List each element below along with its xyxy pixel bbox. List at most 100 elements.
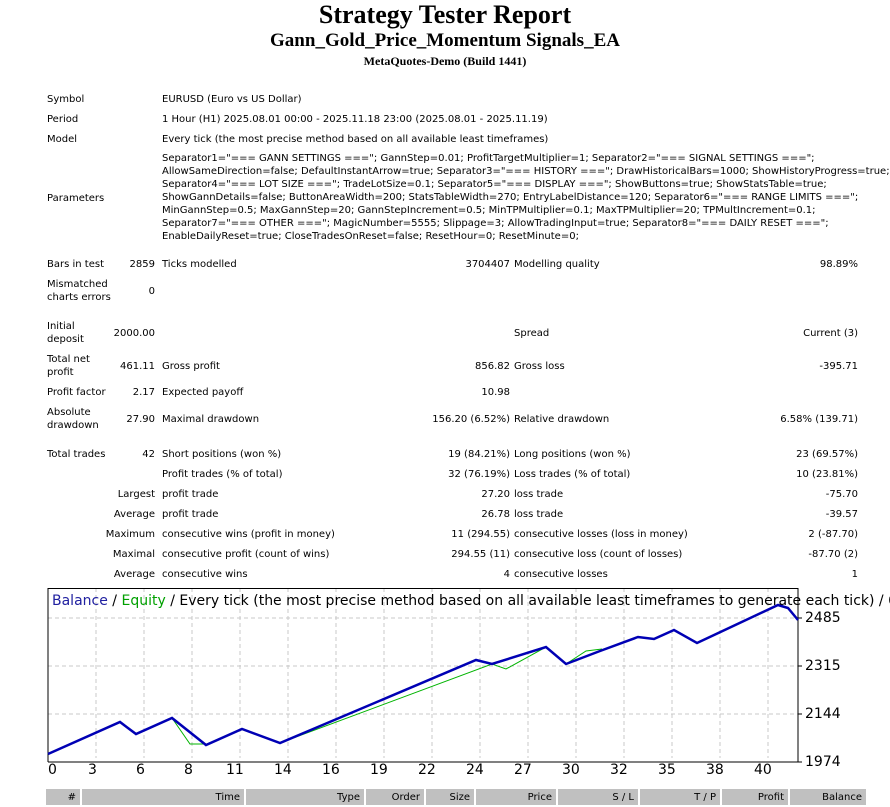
maximal-consecutive-profit-value: 294.55 (11): [451, 549, 510, 560]
average-loss-label: loss trade: [514, 509, 564, 520]
x-tick: 27: [514, 762, 532, 778]
largest-profit-value: 27.20: [481, 489, 510, 500]
column-order[interactable]: Order: [366, 789, 424, 805]
report-title: Strategy Tester Report: [318, 0, 572, 29]
max-consecutive-wins-value: 11 (294.55): [451, 529, 510, 540]
relative-drawdown-value: 6.58% (139.71): [780, 414, 858, 425]
maximal-consecutive-loss-label: consecutive loss (count of losses): [514, 549, 683, 560]
column-price[interactable]: Price: [476, 789, 556, 805]
average-profit-label: profit trade: [162, 509, 219, 520]
x-tick: 14: [274, 762, 292, 778]
mismatch-label: Mismatched charts errors: [47, 279, 111, 303]
parameters-line: EnableDailyReset=true; CloseTradesOnRese…: [162, 231, 579, 242]
total-trades-value: 42: [142, 449, 155, 460]
maximal-consecutive-loss-value: -87.70 (2): [808, 549, 858, 560]
maximal-consecutive-profit-label: consecutive profit (count of wins): [162, 549, 330, 560]
deposit-label: Initial deposit: [47, 321, 84, 345]
x-tick: 38: [706, 762, 724, 778]
column-number[interactable]: #: [46, 789, 80, 805]
deals-table-header: # Time Type Order Size Price S / L T / P…: [46, 789, 866, 805]
parameters-line: AllowSameDirection=false; DefaultInstant…: [162, 166, 890, 177]
spread-label: Spread: [514, 328, 550, 339]
long-positions-label: Long positions (won %): [514, 449, 631, 460]
profit-factor-value: 2.17: [132, 387, 155, 398]
long-positions-value: 23 (69.57%): [796, 449, 858, 460]
max-consecutive-losses-label: consecutive losses (loss in money): [514, 529, 688, 540]
maximum-label: Maximum: [105, 529, 155, 540]
column-tp[interactable]: T / P: [640, 789, 720, 805]
bars-label: Bars in test: [47, 259, 104, 270]
quality-value: 98.89%: [819, 259, 858, 270]
column-type[interactable]: Type: [246, 789, 364, 805]
ticks-value: 3704407: [465, 259, 510, 270]
parameters-line: Separator1="=== GANN SETTINGS ==="; Gann…: [162, 153, 815, 164]
largest-loss-label: loss trade: [514, 489, 564, 500]
maximal-drawdown-label: Maximal drawdown: [162, 414, 260, 425]
x-tick: 8: [184, 762, 193, 778]
average-label: Average: [113, 509, 155, 520]
absolute-drawdown-value: 27.90: [126, 414, 155, 425]
loss-trades-value: 10 (23.81%): [796, 469, 858, 480]
net-profit-value: 461.11: [120, 361, 155, 372]
parameters-line: Separator4="=== LOT SIZE ==="; TradeLotS…: [162, 179, 827, 190]
chart-legend: Balance / Equity / Every tick (the most …: [52, 592, 890, 610]
server-build: MetaQuotes-Demo (Build 1441): [363, 54, 527, 68]
max-consecutive-losses-value: 2 (-87.70): [808, 529, 858, 540]
deposit-value: 2000.00: [113, 328, 155, 339]
maximal-drawdown-value: 156.20 (6.52%): [432, 414, 510, 425]
absolute-drawdown-label: Absolute drawdown: [47, 407, 99, 431]
x-tick: 16: [322, 762, 340, 778]
avg-label: Average: [113, 569, 155, 580]
y-tick: 2144: [805, 706, 841, 722]
profit-factor-label: Profit factor: [47, 387, 106, 398]
column-size[interactable]: Size: [426, 789, 474, 805]
bars-value: 2859: [129, 259, 155, 270]
gross-profit-label: Gross profit: [162, 361, 220, 372]
total-trades-label: Total trades: [47, 449, 106, 460]
x-tick: 19: [370, 762, 388, 778]
x-tick: 3: [88, 762, 97, 778]
largest-loss-value: -75.70: [825, 489, 858, 500]
avg-consecutive-wins-value: 4: [503, 569, 510, 580]
x-tick: 24: [466, 762, 484, 778]
parameters-line: ShowGannDetails=false; ButtonAreaWidth=2…: [162, 192, 859, 203]
profit-trades-label: Profit trades (% of total): [162, 469, 283, 480]
gross-loss-label: Gross loss: [514, 361, 565, 372]
avg-consecutive-losses-label: consecutive losses: [514, 569, 608, 580]
loss-trades-label: Loss trades (% of total): [514, 469, 631, 480]
mismatch-value: 0: [148, 286, 155, 297]
column-time[interactable]: Time: [82, 789, 244, 805]
legend-separator: /: [107, 593, 122, 609]
column-balance[interactable]: Balance: [790, 789, 866, 805]
x-tick: 6: [136, 762, 145, 778]
quality-label: Modelling quality: [514, 259, 600, 270]
ticks-label: Ticks modelled: [162, 259, 237, 270]
model-value: Every tick (the most precise method base…: [162, 134, 549, 145]
x-tick: 30: [562, 762, 580, 778]
x-tick: 0: [48, 762, 57, 778]
expected-payoff-label: Expected payoff: [162, 387, 244, 398]
column-profit[interactable]: Profit: [722, 789, 788, 805]
model-label: Model: [47, 134, 78, 145]
expected-payoff-value: 10.98: [481, 387, 510, 398]
average-loss-value: -39.57: [825, 509, 858, 520]
expert-name: Gann_Gold_Price_Momentum Signals_EA: [270, 30, 620, 51]
largest-label: Largest: [117, 489, 155, 500]
legend-balance: Balance: [52, 593, 108, 609]
short-positions-label: Short positions (won %): [162, 449, 282, 460]
x-tick: 32: [610, 762, 628, 778]
largest-profit-label: profit trade: [162, 489, 219, 500]
parameters-value: Separator1="=== GANN SETTINGS ==="; Gann…: [162, 152, 890, 243]
average-profit-value: 26.78: [481, 509, 510, 520]
avg-consecutive-wins-label: consecutive wins: [162, 569, 248, 580]
max-consecutive-wins-label: consecutive wins (profit in money): [162, 529, 335, 540]
net-profit-label: Total net profit: [47, 354, 90, 378]
x-tick: 11: [226, 762, 244, 778]
y-tick: 2315: [805, 658, 841, 674]
gross-profit-value: 856.82: [475, 361, 510, 372]
symbol-label: Symbol: [47, 94, 85, 105]
maximal-label: Maximal: [112, 549, 155, 560]
parameters-line: MinGannStep=0.5; MaxGannStep=20; GannSte…: [162, 205, 816, 216]
x-tick: 35: [658, 762, 676, 778]
column-sl[interactable]: S / L: [558, 789, 638, 805]
